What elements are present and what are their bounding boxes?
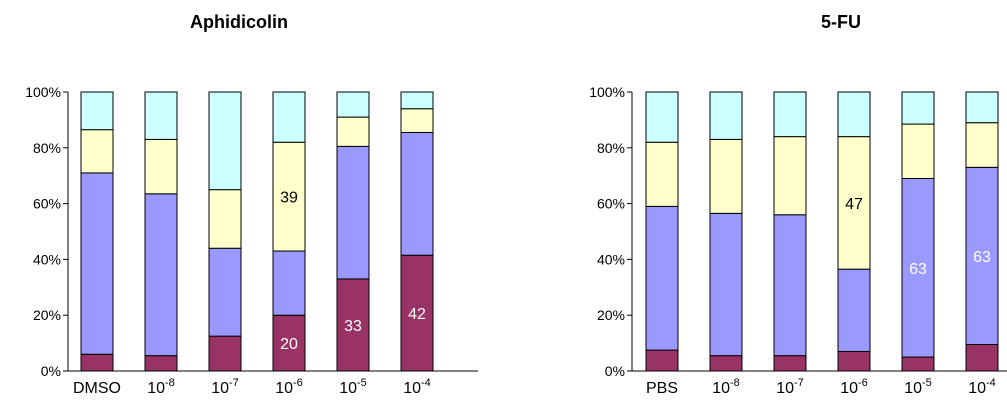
data-label: 39	[280, 190, 298, 207]
data-label: 63	[973, 249, 991, 266]
bar-segment-top	[837, 91, 871, 138]
bar-segment-bottom	[144, 355, 178, 372]
chart-plot-area: 0% 20% 40% 60% 80% 100% PBS 10-8 10-7 10-6 10-5 10-…	[589, 84, 1007, 397]
bar-segment-bottom	[80, 353, 114, 372]
x-tick-label: 10-4	[403, 377, 431, 397]
x-tick-label: 10-5	[339, 377, 367, 397]
chart-aphidicolin: Aphidicolin 0% 20% 40% 60% 80% 100% DMSO 10-8 10…	[0, 0, 500, 412]
bar-segment-third	[80, 129, 114, 174]
bar-segment-second	[773, 214, 807, 357]
bar-segment-bottom	[208, 335, 242, 372]
bar-segment-top	[773, 91, 807, 138]
bar-segment-top	[645, 91, 679, 143]
bar-segment-second	[336, 145, 370, 280]
bar-segment-bottom	[965, 343, 999, 372]
bar-segment-bottom	[645, 349, 679, 372]
bar-segment-top	[208, 91, 242, 191]
x-tick-label: 10-5	[904, 377, 932, 397]
y-tick-label: 0%	[41, 363, 61, 379]
bar-segment-bottom	[336, 278, 370, 372]
data-label: 47	[845, 196, 863, 213]
bar-segment-second	[645, 205, 679, 351]
y-tick-label: 60%	[597, 196, 625, 212]
bar-segment-bottom	[709, 355, 743, 372]
bar-segment-second	[965, 166, 999, 345]
bar-segment-second	[837, 268, 871, 352]
x-tick-label: 10-4	[968, 377, 996, 397]
data-label: 63	[909, 261, 927, 278]
bar-segment-bottom	[837, 350, 871, 372]
bar-segment-second	[144, 193, 178, 357]
x-tick-label: PBS	[646, 380, 678, 397]
data-label: 42	[408, 306, 426, 323]
bar-segment-second	[272, 250, 306, 316]
y-tick-label: 40%	[597, 251, 625, 267]
x-tick-label: 10-6	[275, 377, 303, 397]
bar-segment-top	[80, 91, 114, 131]
bar-segment-third	[773, 136, 807, 216]
x-tick-label: DMSO	[73, 380, 121, 397]
bar-segment-top	[400, 91, 434, 110]
bar-segment-third	[400, 108, 434, 133]
x-tick-label: 10-7	[776, 377, 804, 397]
y-tick-label: 20%	[33, 307, 61, 323]
bar-segment-second	[208, 247, 242, 337]
y-tick-label: 40%	[33, 251, 61, 267]
bar-segment-third	[837, 136, 871, 270]
chart-title: 5-FU	[821, 12, 861, 32]
bar-segment-top	[709, 91, 743, 140]
x-tick-label: 10-7	[211, 377, 239, 397]
bar-segment-top	[144, 91, 178, 140]
bar-segment-third	[901, 123, 935, 179]
x-tick-label: 10-8	[712, 377, 740, 397]
bar-segment-second	[709, 212, 743, 357]
x-tick-label: 10-6	[840, 377, 868, 397]
bar-segment-second	[80, 172, 114, 355]
chart-5fu: 5-FU 0% 20% 40% 60% 80% 100% PBS 10-8 10-7 10-6 10…	[550, 0, 1007, 412]
bar-segment-third	[272, 141, 306, 252]
y-tick-label: 100%	[589, 84, 625, 100]
y-tick-label: 100%	[25, 84, 61, 100]
bar-segment-third	[709, 138, 743, 214]
bar-segment-third	[645, 141, 679, 207]
bar-segment-bottom	[400, 254, 434, 372]
data-label: 20	[280, 336, 298, 353]
bar-segment-bottom	[901, 356, 935, 372]
chart-title: Aphidicolin	[190, 12, 288, 32]
y-tick-label: 20%	[597, 307, 625, 323]
bar-segment-top	[965, 91, 999, 124]
bar-segment-top	[901, 91, 935, 125]
y-tick-label: 0%	[605, 363, 625, 379]
bar-segment-third	[144, 138, 178, 195]
y-tick-label: 60%	[33, 196, 61, 212]
y-tick-label: 80%	[33, 140, 61, 156]
data-label: 33	[344, 318, 362, 335]
bar-segment-second	[400, 131, 434, 256]
chart-plot-area: 0% 20% 40% 60% 80% 100% DMSO 10-8 10-7 10-6 10-5 10…	[25, 84, 478, 397]
bar-segment-bottom	[773, 355, 807, 372]
bar-segment-third	[965, 122, 999, 168]
y-tick-label: 80%	[597, 140, 625, 156]
bar-segment-top	[272, 91, 306, 143]
bar-segment-third	[208, 189, 242, 249]
x-tick-label: 10-8	[147, 377, 175, 397]
bar-segment-top	[336, 91, 370, 118]
bar-segment-third	[336, 116, 370, 147]
